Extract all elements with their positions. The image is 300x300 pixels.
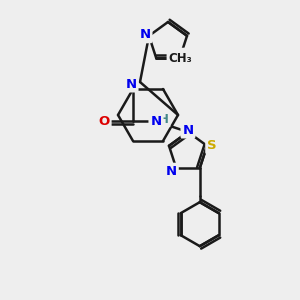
Text: N: N: [182, 124, 194, 136]
Text: S: S: [207, 139, 217, 152]
Text: O: O: [98, 115, 110, 128]
Text: N: N: [177, 50, 188, 63]
Text: H: H: [159, 112, 169, 125]
Text: N: N: [125, 77, 136, 91]
Text: CH₃: CH₃: [168, 52, 192, 65]
Text: N: N: [150, 115, 162, 128]
Text: N: N: [166, 165, 177, 178]
Text: N: N: [140, 28, 151, 41]
